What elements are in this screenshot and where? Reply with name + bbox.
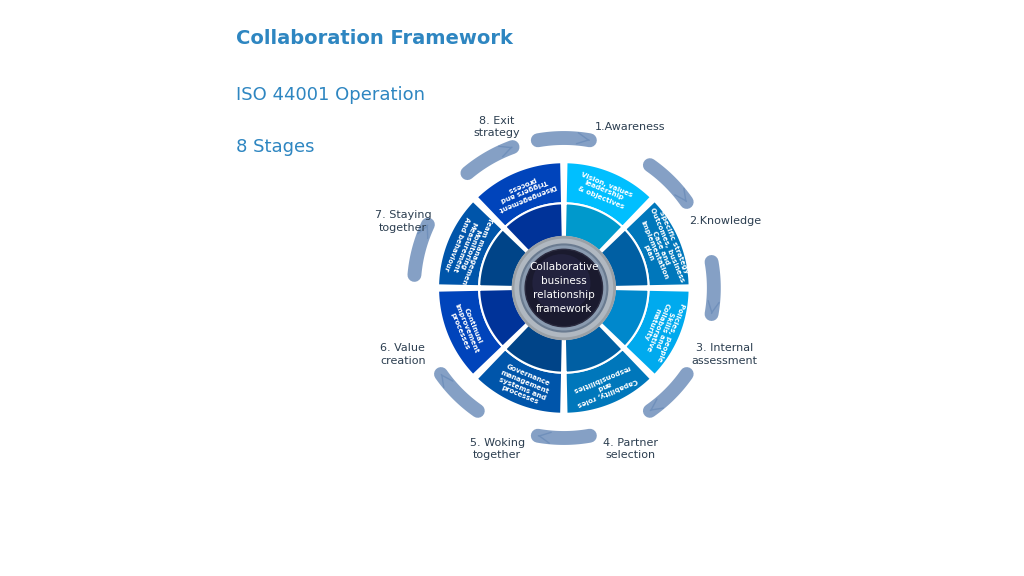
Text: 7. Staying
together: 7. Staying together	[375, 210, 431, 233]
Text: Collaboration Framework: Collaboration Framework	[236, 29, 512, 48]
Text: 6. Value
creation: 6. Value creation	[380, 343, 426, 366]
Text: 8 Stages: 8 Stages	[236, 138, 314, 156]
Text: 3. Internal
assessment: 3. Internal assessment	[692, 343, 758, 366]
Polygon shape	[479, 289, 527, 347]
Text: Vision, values
leadership
& objectives: Vision, values leadership & objectives	[574, 171, 634, 211]
Text: Capability, roles
and
responsibilities: Capability, roles and responsibilities	[570, 363, 638, 407]
Circle shape	[525, 249, 602, 327]
Polygon shape	[600, 289, 648, 347]
Text: 5. Woking
together: 5. Woking together	[470, 438, 524, 460]
Polygon shape	[565, 162, 651, 227]
Polygon shape	[505, 325, 563, 373]
Polygon shape	[477, 349, 562, 414]
Text: Specific strategy
Outcomes, business
Case and
Implementation
plan: Specific strategy Outcomes, business Cas…	[630, 204, 692, 291]
Polygon shape	[600, 229, 648, 287]
Text: Continual
Improvement
processes: Continual Improvement processes	[447, 300, 486, 357]
Text: Team management
Monitoring
Measurement
And behaviour: Team management Monitoring Measurement A…	[439, 208, 494, 288]
Polygon shape	[565, 203, 623, 251]
Text: Governance
management
systems and
processes: Governance management systems and proces…	[495, 363, 553, 408]
Text: 8. Exit
strategy: 8. Exit strategy	[474, 116, 520, 138]
Text: ISO 44001 Operation: ISO 44001 Operation	[236, 86, 425, 104]
Polygon shape	[477, 162, 562, 227]
Text: 1.Awareness: 1.Awareness	[595, 122, 666, 132]
Text: 4. Partner
selection: 4. Partner selection	[603, 438, 658, 460]
Polygon shape	[625, 201, 689, 286]
Text: Policies, people
Skills and
Collaborative
maturity: Policies, people Skills and Collaborativ…	[637, 294, 685, 362]
Text: 2.Knowledge: 2.Knowledge	[689, 217, 761, 226]
Circle shape	[513, 237, 614, 339]
Polygon shape	[565, 325, 623, 373]
Polygon shape	[438, 201, 503, 286]
Circle shape	[532, 254, 591, 312]
Text: Disengagement
Triggers and
process: Disengagement Triggers and process	[490, 169, 556, 212]
Polygon shape	[505, 203, 563, 251]
Polygon shape	[625, 290, 689, 375]
Text: Collaborative
business
relationship
framework: Collaborative business relationship fram…	[529, 262, 599, 314]
Polygon shape	[565, 349, 651, 414]
Polygon shape	[479, 229, 527, 287]
Circle shape	[520, 244, 607, 332]
Polygon shape	[438, 290, 503, 375]
